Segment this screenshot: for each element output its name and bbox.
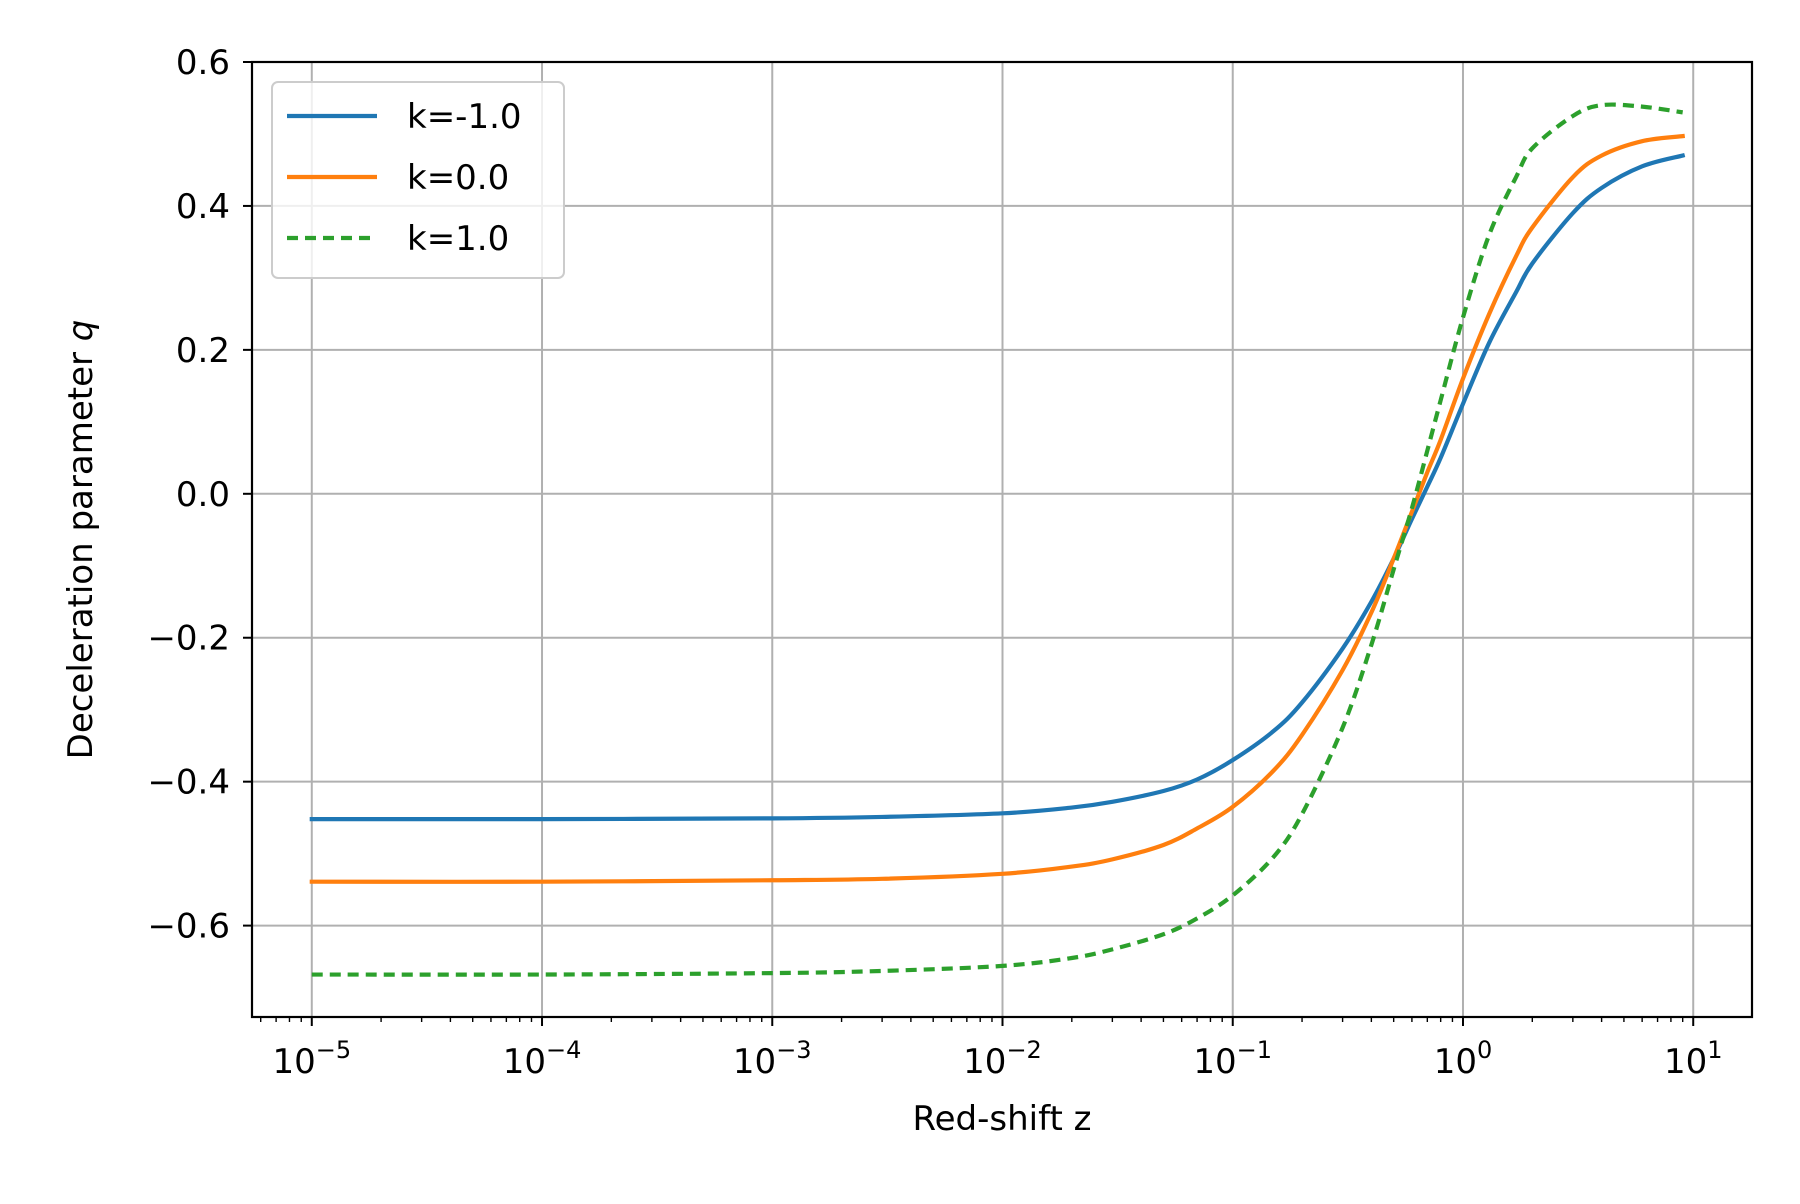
- y-axis-label-symbol: q: [61, 320, 101, 342]
- x-tick-label-exponent: −2: [1006, 1036, 1041, 1064]
- x-tick-label-exponent: −1: [1237, 1036, 1272, 1064]
- series-lines: [309, 102, 1686, 977]
- legend-label: k=1.0: [407, 219, 509, 259]
- x-tick-label-exponent: −5: [316, 1036, 351, 1064]
- y-tick-label: −0.4: [147, 763, 230, 803]
- x-tick-label: 10−4: [503, 1036, 582, 1082]
- x-axis-label: Red-shift z: [913, 1099, 1092, 1139]
- x-tick-label-exponent: −4: [546, 1036, 581, 1064]
- y-tick-label: 0.0: [176, 475, 230, 515]
- y-axis-label-space: [61, 341, 101, 352]
- legend-box: [271, 81, 565, 279]
- series-line: [309, 133, 1686, 884]
- y-tick-label: −0.6: [147, 907, 230, 947]
- x-tick-label-base: 10: [1434, 1042, 1477, 1082]
- y-tick-label: 0.4: [176, 187, 230, 227]
- x-tick-label-exponent: −3: [776, 1036, 811, 1064]
- legend: k=-1.0 k=0.0 k=1.0: [271, 81, 565, 279]
- x-tick-label: 100: [1434, 1036, 1493, 1082]
- y-tick-label: −0.2: [147, 619, 230, 659]
- legend-label: k=0.0: [407, 158, 509, 198]
- y-axis-label-text: Deceleration parameter: [61, 352, 101, 759]
- legend-items: k=-1.0 k=0.0 k=1.0: [287, 97, 522, 259]
- y-tick-label: 0.6: [176, 43, 230, 83]
- series-line: [311, 102, 1683, 977]
- y-tick-labels: 0.6 0.4 0.2 0.0 −0.2 −0.4 −0.6: [147, 43, 230, 947]
- x-tick-label-base: 10: [963, 1042, 1006, 1082]
- y-axis-label: Deceleration parameter q: [61, 320, 101, 760]
- x-tick-label-base: 10: [503, 1042, 546, 1082]
- x-tick-label: 10−5: [272, 1036, 351, 1082]
- x-tick-labels: 10−5 10−4 10−3 10−2 10−1 100 101: [272, 1036, 1722, 1082]
- x-tick-label-base: 10: [1193, 1042, 1236, 1082]
- axis-ticks: [243, 61, 1695, 1026]
- x-tick-label-base: 10: [733, 1042, 776, 1082]
- series-line: [309, 152, 1686, 822]
- x-tick-label-base: 10: [1664, 1042, 1707, 1082]
- x-tick-label: 10−2: [963, 1036, 1042, 1082]
- x-tick-label: 10−3: [733, 1036, 812, 1082]
- x-tick-label: 10−1: [1193, 1036, 1272, 1082]
- x-tick-label-exponent: 1: [1707, 1036, 1722, 1064]
- x-tick-label-base: 10: [272, 1042, 315, 1082]
- x-tick-label: 101: [1664, 1036, 1723, 1082]
- legend-label: k=-1.0: [407, 97, 522, 137]
- x-tick-label-exponent: 0: [1477, 1036, 1492, 1064]
- y-tick-label: 0.2: [176, 331, 230, 371]
- grid-lines: [252, 61, 1752, 1017]
